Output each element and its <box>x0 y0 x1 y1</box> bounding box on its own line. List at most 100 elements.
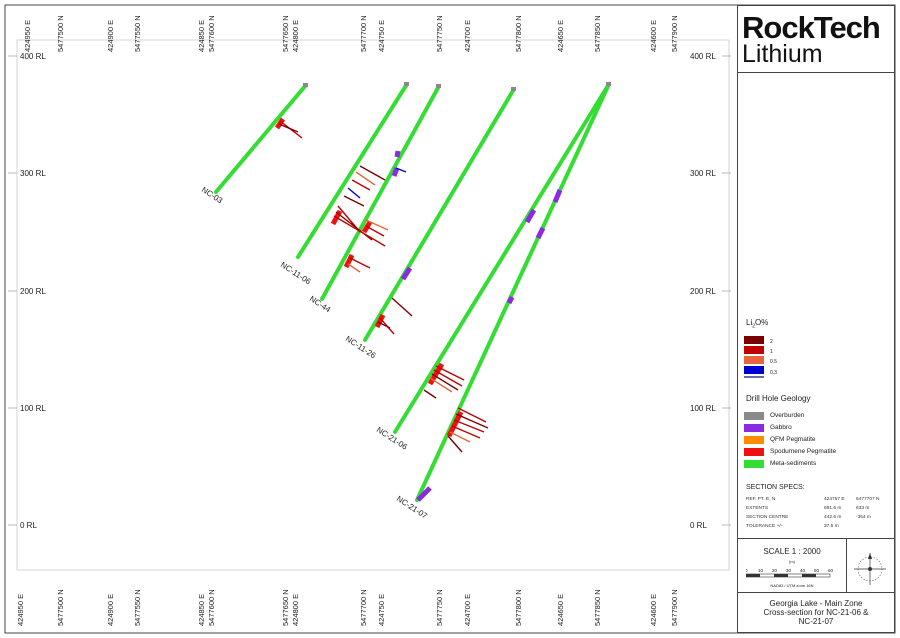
gabbro-interval <box>552 189 563 203</box>
assay-bar <box>429 377 453 393</box>
rl-label-right: 200 RL <box>690 287 716 296</box>
rl-label-left: 400 RL <box>20 52 46 61</box>
specs-value: 691.6 m <box>824 506 842 511</box>
geology-legend-label: Gabbro <box>770 424 792 431</box>
li2o-legend-label: 0.3 <box>770 370 777 376</box>
grid-label-bottom: 424600 E <box>649 594 658 626</box>
scale-unit: (m) <box>789 559 795 564</box>
grid-label-top: 5477750 N <box>435 15 444 52</box>
title-line-2: Cross-section for NC-21-06 & <box>763 608 869 617</box>
specs-key: TOLERANCE +/- <box>746 524 783 529</box>
gabbro-interval <box>394 150 401 158</box>
assay-bar <box>455 413 489 429</box>
scale-tick: 10 <box>758 568 764 573</box>
scale-bar: 0 10 20 30 40 50 60 <box>746 568 834 578</box>
drill-hole-label: NC-11-26 <box>344 334 378 360</box>
projection-label: NAD83 / UTM zone 16N <box>770 583 814 588</box>
li2o-legend-title: Li2O% <box>746 318 769 330</box>
specs-value: 37.5 m <box>824 524 839 529</box>
li2o-legend-label: 0.5 <box>770 359 777 365</box>
assay-bar <box>343 195 365 207</box>
overburden-collar <box>511 87 516 91</box>
rl-label-right: 300 RL <box>690 169 716 178</box>
overburden-collar <box>303 83 308 87</box>
scale-box: SCALE 1 : 2000 (m) 0 10 20 30 40 50 60 N… <box>738 538 847 593</box>
geology-swatch <box>744 460 764 468</box>
grid-label-bottom: 424950 E <box>16 594 25 626</box>
rl-label-right: 100 RL <box>690 404 716 413</box>
assay-bar <box>447 435 463 453</box>
geology-legend-label: Overburden <box>770 412 805 419</box>
gabbro-interval <box>524 208 537 224</box>
grid-label-top: 5477650 N <box>281 15 290 52</box>
scale-tick: 50 <box>814 568 820 573</box>
geology-legend-label: Spodumene Pegmatite <box>770 448 837 455</box>
li2o-legend-label: 1 <box>770 349 773 355</box>
rl-label-right: 400 RL <box>690 52 716 61</box>
drill-hole-label: NC-11-06 <box>279 260 313 286</box>
geology-swatch <box>744 448 764 456</box>
li2o-swatch <box>744 346 764 354</box>
li2o-legend-label: 2 <box>770 339 773 345</box>
assay-bar <box>278 123 299 133</box>
assay-bar <box>433 369 463 387</box>
grid-label-bottom: 424900 E <box>106 594 115 626</box>
specs-value: -354 m <box>856 515 871 520</box>
assay-bar <box>395 167 407 173</box>
grid-label-bottom: 5477550 N <box>133 589 142 626</box>
grid-label-top: 424850 E <box>197 20 206 52</box>
grid-label-bottom: 424750 E <box>377 594 386 626</box>
assay-bar <box>391 297 413 317</box>
grid-label-top: 5477550 N <box>133 15 142 52</box>
grid-label-top: 424650 E <box>556 20 565 52</box>
overburden-collar <box>606 82 611 86</box>
assay-bar <box>453 419 485 433</box>
grid-label-top: 5477900 N <box>670 15 679 52</box>
li2o-swatch <box>744 336 764 344</box>
grid-label-top: 424950 E <box>23 20 32 52</box>
scale-tick: 20 <box>772 568 778 573</box>
grid-label-bottom: 5477850 N <box>593 589 602 626</box>
specs-value: 633 m <box>856 506 870 511</box>
section-frame <box>16 39 730 571</box>
specs-value: 424757 E <box>824 497 845 502</box>
assay-bar <box>457 407 487 423</box>
drill-hole-label: NC-21-07 <box>395 494 429 521</box>
grid-label-bottom: 5477500 N <box>56 589 65 626</box>
specs-key: EXTENTS <box>746 506 769 511</box>
li2o-swatch <box>744 356 764 364</box>
grid-label-bottom: 5477800 N <box>514 589 523 626</box>
title-line-1: Georgia Lake - Main Zone <box>769 599 863 608</box>
assay-bar <box>359 165 386 181</box>
assay-bar <box>347 187 361 199</box>
li2o-swatch <box>744 366 764 374</box>
scale-tick: 40 <box>800 568 806 573</box>
pegmatite-interval <box>374 313 386 329</box>
scale-tick: 30 <box>786 568 792 573</box>
panel-divider <box>738 72 894 73</box>
title-line-3: NC-21-07 <box>798 617 834 626</box>
specs-key: SECTION CENTRE <box>746 515 789 520</box>
assay-bar <box>365 219 389 231</box>
grid-label-bottom: 5477600 N <box>207 589 216 626</box>
logo-wordmark-bottom: Lithium <box>742 40 823 68</box>
grid-label-bottom: 424850 E <box>197 594 206 626</box>
grid-label-bottom: 424700 E <box>463 594 472 626</box>
rl-label-left: 300 RL <box>20 169 46 178</box>
assay-bar <box>423 389 437 399</box>
rl-label-right: 0 RL <box>690 521 707 530</box>
scale-tick: 0 <box>746 568 748 573</box>
gabbro-interval <box>506 295 515 305</box>
overburden-collar <box>436 84 441 88</box>
geology-swatch <box>744 412 764 420</box>
grid-label-bottom: 424650 E <box>556 594 565 626</box>
grid-label-top: 424600 E <box>649 20 658 52</box>
pegmatite-interval <box>343 253 355 269</box>
sheet-frame <box>4 4 896 634</box>
pegmatite-interval <box>274 117 286 130</box>
assay-bar <box>431 373 459 391</box>
assay-bar <box>451 425 481 439</box>
grid-label-bottom: 424800 E <box>291 594 300 626</box>
rl-label-left: 200 RL <box>20 287 46 296</box>
rl-label-left: 100 RL <box>20 404 46 413</box>
